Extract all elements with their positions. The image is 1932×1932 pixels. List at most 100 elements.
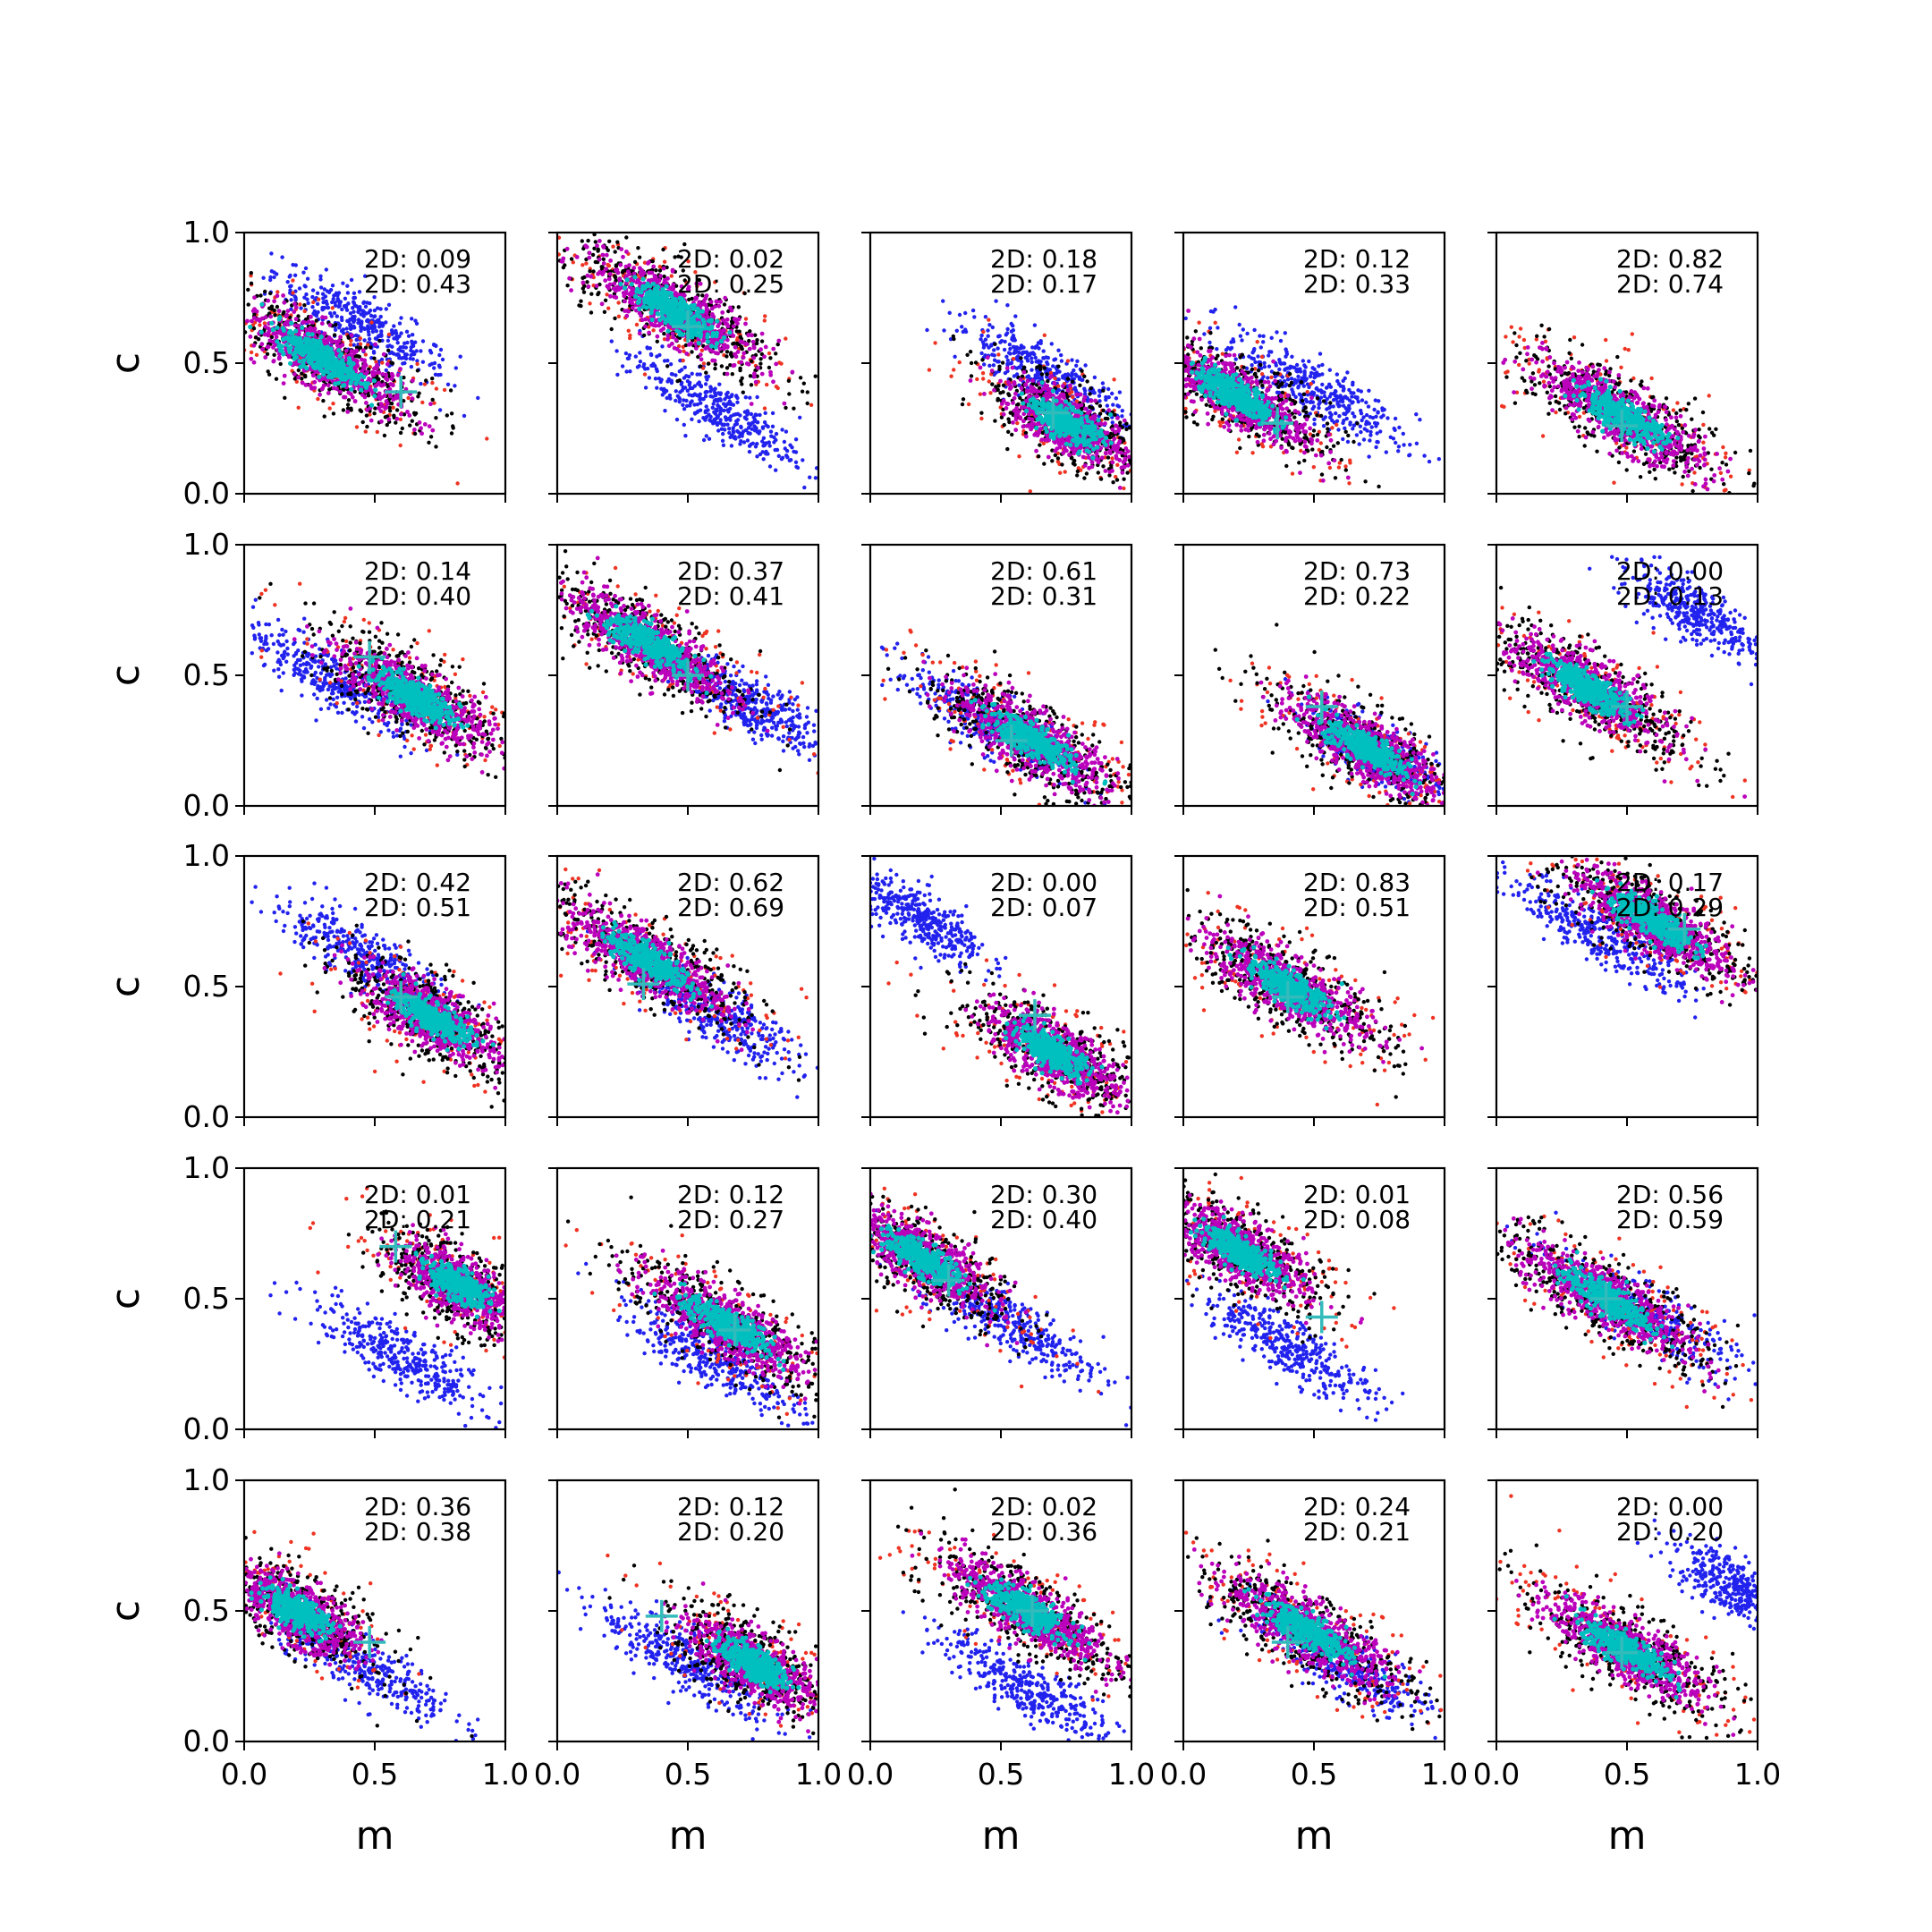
- blue-point: [743, 395, 748, 400]
- blue-point: [1030, 351, 1036, 355]
- magenta-point: [624, 313, 630, 318]
- blue-point: [638, 351, 642, 355]
- blue-point: [698, 392, 702, 396]
- black-point: [274, 377, 279, 381]
- magenta-point: [735, 350, 741, 354]
- magenta-point: [711, 314, 716, 319]
- cyan-point: [680, 315, 685, 320]
- magenta-point: [363, 363, 369, 368]
- cyan-point: [297, 347, 302, 353]
- red-point: [1114, 474, 1118, 479]
- blue-point: [683, 434, 688, 438]
- blue-point: [289, 307, 293, 311]
- blue-point: [321, 296, 326, 301]
- black-point: [1042, 462, 1046, 466]
- blue-point: [734, 419, 739, 424]
- red-point: [349, 338, 353, 343]
- blue-point: [647, 376, 652, 380]
- blue-point: [712, 417, 716, 422]
- black-point: [665, 364, 670, 369]
- red-point: [348, 343, 353, 347]
- black-point: [697, 277, 701, 283]
- blue-point: [345, 291, 351, 295]
- magenta-point: [738, 339, 743, 344]
- blue-point: [321, 300, 326, 305]
- black-point: [698, 364, 703, 369]
- blue-point: [1035, 369, 1040, 374]
- blue-point: [403, 345, 408, 350]
- magenta-point: [712, 304, 717, 309]
- blue-point: [992, 348, 996, 352]
- black-point: [1035, 365, 1039, 369]
- black-point: [1002, 422, 1006, 428]
- blue-point: [774, 437, 778, 443]
- black-point: [758, 357, 763, 361]
- blue-point: [1059, 352, 1063, 358]
- blue-point: [344, 326, 349, 331]
- blue-point: [1019, 360, 1023, 364]
- magenta-point: [599, 301, 605, 307]
- blue-point: [431, 343, 436, 347]
- magenta-point: [627, 263, 631, 267]
- red-point: [430, 380, 435, 386]
- red-point: [291, 291, 295, 295]
- magenta-point: [384, 372, 388, 377]
- black-point: [386, 348, 391, 352]
- black-point: [968, 350, 973, 354]
- blue-point: [343, 296, 348, 301]
- blue-point: [948, 337, 953, 342]
- blue-point: [1053, 357, 1058, 361]
- black-point: [650, 258, 655, 264]
- magenta-point: [752, 371, 757, 377]
- black-point: [603, 298, 608, 302]
- blue-point: [335, 314, 339, 318]
- magenta-point: [626, 269, 631, 274]
- blue-point: [386, 344, 390, 349]
- stat-label: 2D: 0.25: [677, 269, 784, 299]
- magenta-point: [625, 309, 630, 313]
- cyan-point: [336, 348, 342, 353]
- blue-point: [699, 401, 703, 405]
- red-point: [374, 360, 378, 364]
- magenta-point: [595, 243, 599, 249]
- blue-point: [668, 396, 673, 401]
- blue-point: [979, 337, 983, 342]
- red-point: [775, 386, 780, 391]
- blue-point: [986, 334, 990, 338]
- magenta-point: [597, 239, 602, 243]
- cyan-point: [293, 346, 299, 352]
- cyan-point: [633, 294, 639, 300]
- blue-point: [420, 360, 426, 364]
- blue-point: [1072, 368, 1076, 373]
- magenta-point: [603, 278, 608, 283]
- blue-point: [783, 446, 787, 451]
- blue-point: [729, 414, 733, 419]
- blue-point: [301, 270, 306, 275]
- blue-point: [620, 364, 625, 369]
- blue-point: [419, 381, 423, 386]
- magenta-point: [649, 270, 655, 275]
- blue-point: [1056, 387, 1062, 393]
- blue-point: [774, 468, 778, 472]
- blue-point: [774, 431, 779, 436]
- black-point: [961, 397, 966, 402]
- cyan-point: [713, 344, 718, 350]
- blue-point: [289, 284, 293, 288]
- red-point: [809, 402, 814, 407]
- black-point: [412, 431, 418, 436]
- blue-point: [703, 382, 708, 386]
- cyan-point: [677, 332, 682, 337]
- blue-point: [963, 329, 969, 335]
- magenta-point: [377, 370, 382, 375]
- blue-point: [1044, 355, 1048, 360]
- black-point: [960, 402, 965, 407]
- magenta-point: [378, 409, 384, 413]
- blue-point: [752, 428, 758, 433]
- blue-point: [725, 422, 730, 427]
- black-point: [682, 242, 687, 247]
- black-point: [269, 335, 275, 340]
- cyan-point: [343, 366, 348, 371]
- magenta-point: [612, 281, 617, 286]
- blue-point: [684, 403, 690, 408]
- blue-point: [409, 348, 413, 353]
